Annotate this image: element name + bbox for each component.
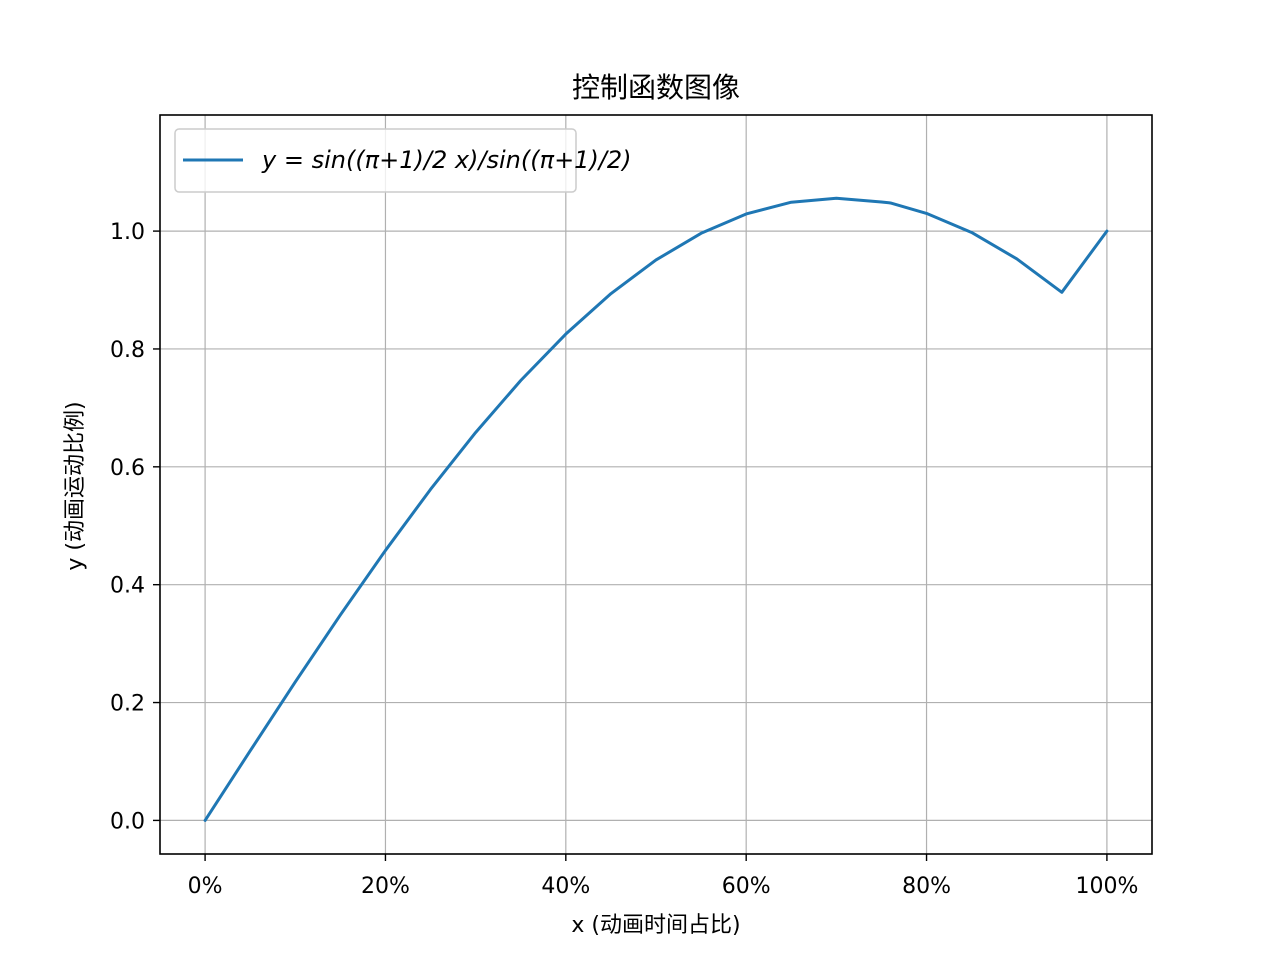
x-axis-ticks: 0% 20% 40% 60% 80% 100% xyxy=(188,854,1138,899)
grid-lines xyxy=(160,115,1152,854)
y-tick-label: 0.8 xyxy=(110,338,145,363)
legend-box xyxy=(174,128,577,193)
series-layer xyxy=(203,196,1109,822)
x-axis-label: x (动画时间占比) xyxy=(571,913,740,938)
y-axis-ticks: 0.0 0.2 0.4 0.6 0.8 1.0 xyxy=(110,220,160,834)
legend: y = sin((π+1)/2 x)/sin((π+1)/2) xyxy=(174,128,632,193)
x-tick-label: 100% xyxy=(1075,874,1138,899)
legend-entry-label: y = sin((π+1)/2 x)/sin((π+1)/2) xyxy=(261,146,632,174)
x-tick-label: 20% xyxy=(361,874,410,899)
y-axis-label: y (动画运动比例) xyxy=(63,401,88,570)
series-line xyxy=(203,196,1109,822)
x-tick-label: 60% xyxy=(722,874,771,899)
y-tick-label: 0.6 xyxy=(110,456,145,481)
y-tick-label: 0.4 xyxy=(110,574,145,599)
plot-frame xyxy=(159,114,1153,855)
chart-title: 控制函数图像 xyxy=(572,71,740,104)
y-tick-label: 0.0 xyxy=(110,809,145,834)
x-tick-label: 80% xyxy=(902,874,951,899)
y-tick-label: 1.0 xyxy=(110,220,145,245)
x-tick-label: 0% xyxy=(188,874,223,899)
x-tick-label: 40% xyxy=(541,874,590,899)
y-tick-label: 0.2 xyxy=(110,692,145,717)
